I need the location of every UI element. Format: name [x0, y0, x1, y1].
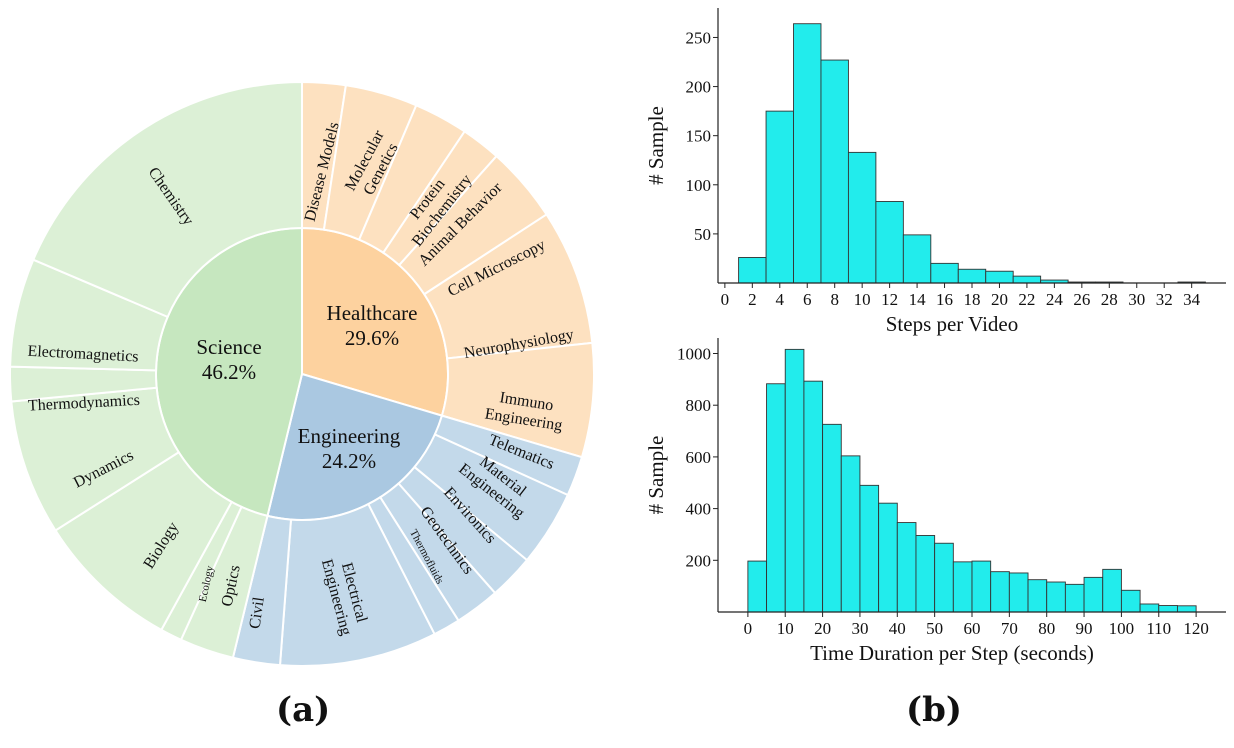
bar-60	[971, 560, 992, 613]
inner-value-science: 46.2%	[202, 360, 256, 384]
x-tick-label: 32	[1156, 290, 1173, 309]
x-tick-label: 20	[814, 619, 831, 638]
x-tick-label: 120	[1183, 619, 1209, 638]
x-tick-label: 2	[748, 290, 757, 309]
bar-40	[896, 522, 917, 613]
bar-25	[840, 455, 861, 613]
bar-10	[784, 348, 805, 613]
bar-30	[859, 484, 880, 613]
bar-7	[820, 59, 849, 284]
x-tick-label: 60	[964, 619, 981, 638]
x-tick-label: 90	[1076, 619, 1093, 638]
bar-1	[738, 257, 767, 284]
caption-b: (b)	[906, 690, 962, 730]
x-tick-label: 50	[926, 619, 943, 638]
bar-35	[878, 502, 898, 613]
y-tick-label: 600	[686, 448, 712, 467]
outer-label-thermodynamics: Thermodynamics	[28, 392, 141, 415]
x-axis-label: Steps per Video	[886, 312, 1019, 336]
x-tick-label: 30	[1128, 290, 1145, 309]
y-tick-label: 250	[686, 28, 712, 47]
y-tick-label: 200	[686, 78, 712, 97]
x-tick-label: 100	[1109, 619, 1135, 638]
x-tick-label: 34	[1183, 290, 1201, 309]
bar-15	[803, 380, 824, 613]
bar-90	[1083, 576, 1104, 613]
x-tick-label: 110	[1146, 619, 1171, 638]
outer-slice-chemistry	[31, 80, 303, 319]
bar-100	[1120, 589, 1141, 613]
steps-histogram: 0 2 4 6 8 10 12 14 16 18 20 22 24 26 28 30 32 34501001502…	[644, 8, 1226, 336]
x-axis-label: Time Duration per Step (seconds)	[810, 641, 1094, 665]
bar-19	[985, 270, 1014, 284]
inner-label-engineering: Engineering	[298, 424, 401, 448]
bar-105	[1139, 603, 1160, 613]
x-tick-label: 70	[1001, 619, 1018, 638]
x-tick-label: 80	[1038, 619, 1055, 638]
inner-label-science: Science	[196, 335, 261, 359]
bar-0	[747, 560, 768, 613]
x-tick-label: 10	[854, 290, 871, 309]
x-tick-label: 6	[803, 290, 812, 309]
x-tick-label: 28	[1101, 290, 1118, 309]
bar-15	[930, 262, 959, 284]
bar-5	[793, 23, 822, 284]
x-tick-label: 10	[777, 619, 794, 638]
bar-45	[915, 535, 936, 613]
y-tick-label: 400	[686, 500, 712, 519]
y-axis-label: # Sample	[644, 106, 668, 185]
x-tick-label: 26	[1073, 290, 1090, 309]
bar-50	[934, 542, 954, 613]
y-tick-label: 50	[694, 225, 711, 244]
y-axis-label: # Sample	[644, 436, 668, 515]
x-tick-label: 20	[991, 290, 1008, 309]
bar-9	[847, 151, 877, 284]
bar-110	[1158, 605, 1178, 613]
x-tick-label: 18	[964, 290, 981, 309]
bar-70	[1008, 572, 1029, 613]
outer-label-civil: Civil	[247, 595, 268, 630]
x-tick-label: 16	[936, 290, 953, 309]
x-tick-label: 30	[851, 619, 868, 638]
x-tick-label: 0	[744, 619, 753, 638]
bar-80	[1046, 581, 1066, 613]
y-tick-label: 150	[686, 127, 712, 146]
y-tick-label: 1000	[677, 345, 711, 364]
x-tick-label: 4	[776, 290, 785, 309]
caption-a: (a)	[276, 690, 331, 730]
inner-value-healthcare: 29.6%	[345, 326, 399, 350]
inner-value-engineering: 24.2%	[322, 449, 376, 473]
y-tick-label: 100	[686, 176, 712, 195]
x-tick-label: 24	[1046, 290, 1064, 309]
x-tick-label: 40	[889, 619, 906, 638]
x-tick-label: 0	[721, 290, 730, 309]
x-tick-label: 22	[1018, 290, 1035, 309]
bar-3	[765, 110, 794, 284]
bar-75	[1027, 579, 1048, 613]
bar-17	[957, 268, 987, 284]
outer-label-electromagnetics: Electromagnetics	[27, 343, 139, 366]
bar-11	[875, 201, 904, 284]
y-tick-label: 200	[686, 551, 712, 570]
inner-label-healthcare: Healthcare	[327, 301, 418, 325]
x-tick-label: 14	[909, 290, 927, 309]
bar-20	[822, 423, 842, 613]
bar-13	[902, 234, 932, 284]
bar-115	[1176, 605, 1197, 613]
duration-histogram: 0 10 20 30 40 50 60 70 80 90 100 110 120 200 400 600 800…	[644, 338, 1226, 665]
bar-65	[990, 571, 1010, 613]
bar-5	[766, 383, 786, 613]
y-tick-label: 800	[686, 396, 712, 415]
bar-95	[1102, 568, 1122, 613]
x-tick-label: 12	[881, 290, 898, 309]
bar-85	[1064, 583, 1085, 613]
bar-21	[1012, 275, 1042, 284]
bar-55	[952, 561, 973, 613]
x-tick-label: 8	[830, 290, 839, 309]
